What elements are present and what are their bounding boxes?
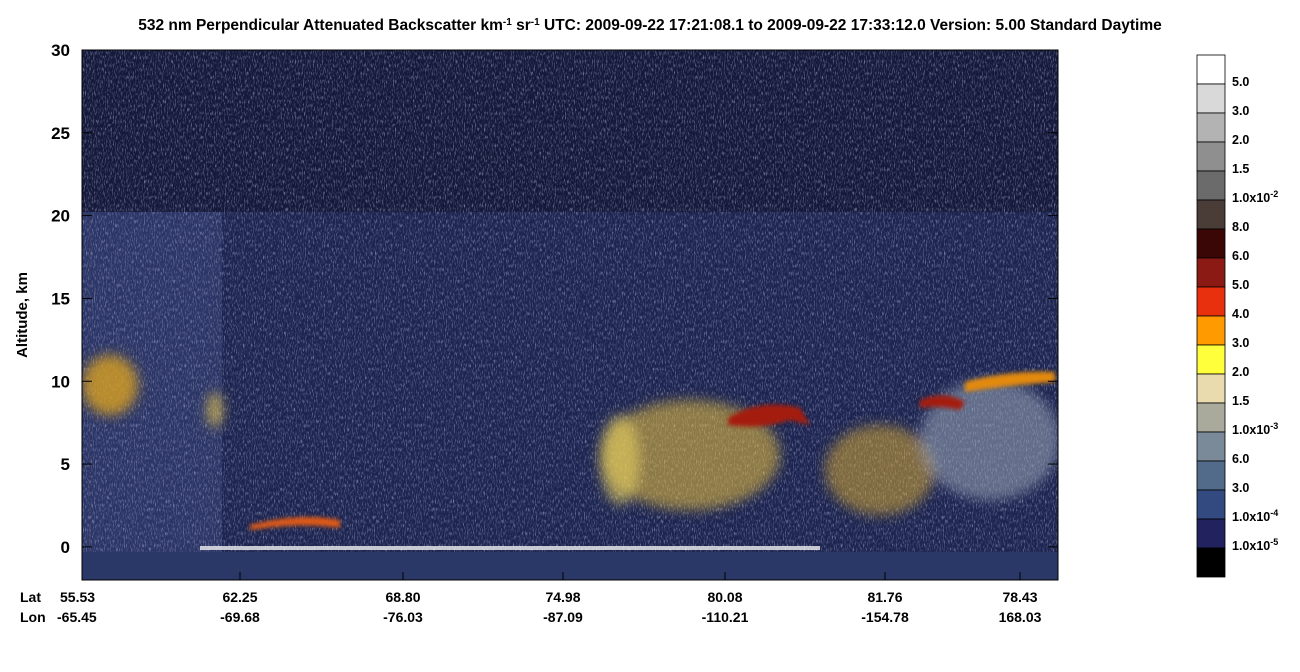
lat-label: 55.53 bbox=[60, 589, 95, 605]
y-tick-label: 5 bbox=[61, 455, 70, 474]
colorbar-label: 1.5 bbox=[1232, 162, 1249, 176]
y-tick-label: 15 bbox=[51, 289, 70, 308]
y-tick-label: 20 bbox=[51, 207, 70, 226]
colorbar-swatch bbox=[1196, 83, 1226, 114]
colorbar-swatch bbox=[1196, 518, 1226, 549]
colorbar-label: 6.0 bbox=[1232, 249, 1249, 263]
colorbar-label: 6.0 bbox=[1232, 452, 1249, 466]
lat-label: 78.43 bbox=[1002, 589, 1037, 605]
colorbar-label: 1.5 bbox=[1232, 394, 1249, 408]
lat-label: 81.76 bbox=[867, 589, 902, 605]
x-row-label: Lon bbox=[20, 609, 46, 625]
colorbar-swatch bbox=[1196, 199, 1226, 230]
colorbar-label-text: 5.0 bbox=[1232, 75, 1249, 89]
colorbar-swatch bbox=[1196, 141, 1226, 172]
lon-label: 168.03 bbox=[999, 609, 1042, 625]
colorbar-label-text: 5.0 bbox=[1232, 278, 1249, 292]
x-row-label: Lat bbox=[20, 589, 41, 605]
y-tick-label: 25 bbox=[51, 124, 70, 143]
lon-label: -65.45 bbox=[57, 609, 97, 625]
colorbar-swatch bbox=[1196, 54, 1226, 85]
colorbar-label-text: 1.0x10 bbox=[1232, 423, 1270, 437]
colorbar-label-text: 1.0x10 bbox=[1232, 539, 1270, 553]
colorbar-swatch bbox=[1196, 257, 1226, 288]
colorbar-swatch bbox=[1196, 286, 1226, 317]
colorbar-label: 5.0 bbox=[1232, 278, 1249, 292]
y-tick-label: 30 bbox=[51, 41, 70, 60]
colorbar-swatch bbox=[1196, 373, 1226, 404]
colorbar-label-text: 1.0x10 bbox=[1232, 510, 1270, 524]
colorbar-label-text: 6.0 bbox=[1232, 452, 1249, 466]
colorbar-label-exponent: -2 bbox=[1270, 189, 1278, 199]
colorbar-label: 1.0x10-3 bbox=[1232, 421, 1278, 437]
colorbar-label-text: 3.0 bbox=[1232, 104, 1249, 118]
colorbar-swatch bbox=[1196, 547, 1226, 578]
lon-label: -76.03 bbox=[383, 609, 423, 625]
colorbar-label-text: 6.0 bbox=[1232, 249, 1249, 263]
colorbar-label-text: 2.0 bbox=[1232, 133, 1249, 147]
colorbar-label: 1.0x10-4 bbox=[1232, 508, 1278, 524]
lon-label: -69.68 bbox=[220, 609, 260, 625]
title-superscript: -1 bbox=[531, 17, 540, 28]
colorbar-label-text: 1.5 bbox=[1232, 394, 1249, 408]
colorbar-label-exponent: -3 bbox=[1270, 421, 1278, 431]
lat-label: 80.08 bbox=[707, 589, 742, 605]
colorbar-swatch bbox=[1196, 315, 1226, 346]
colorbar-label: 3.0 bbox=[1232, 104, 1249, 118]
title-part: 532 nm Perpendicular Attenuated Backscat… bbox=[138, 17, 503, 34]
lon-label: -110.21 bbox=[702, 609, 749, 625]
colorbar-label: 2.0 bbox=[1232, 133, 1249, 147]
plot-frame bbox=[81, 49, 1059, 581]
colorbar-label: 2.0 bbox=[1232, 365, 1249, 379]
colorbar-label-text: 2.0 bbox=[1232, 365, 1249, 379]
backscatter-image bbox=[82, 50, 1058, 580]
colorbar-swatch bbox=[1196, 460, 1226, 491]
colorbar-label: 8.0 bbox=[1232, 220, 1249, 234]
colorbar-label-exponent: -4 bbox=[1270, 508, 1278, 518]
colorbar-swatch bbox=[1196, 489, 1226, 520]
colorbar-swatch bbox=[1196, 431, 1226, 462]
colorbar-label-exponent: -5 bbox=[1270, 537, 1278, 547]
lat-label: 68.80 bbox=[385, 589, 420, 605]
title-superscript: -1 bbox=[503, 17, 512, 28]
chart-title: 532 nm Perpendicular Attenuated Backscat… bbox=[138, 17, 1162, 35]
lon-label: -154.78 bbox=[861, 609, 909, 625]
colorbar-label: 1.0x10-5 bbox=[1232, 537, 1278, 553]
lat-label: 62.25 bbox=[222, 589, 257, 605]
colorbar-label-text: 8.0 bbox=[1232, 220, 1249, 234]
y-axis-label: Altitude, km bbox=[14, 272, 31, 358]
colorbar-swatch bbox=[1196, 170, 1226, 201]
colorbar-label: 3.0 bbox=[1232, 481, 1249, 495]
colorbar-label-text: 1.0x10 bbox=[1232, 191, 1270, 205]
title-part: UTC: 2009-09-22 17:21:08.1 to 2009-09-22… bbox=[540, 17, 1162, 34]
colorbar-label: 4.0 bbox=[1232, 307, 1249, 321]
y-tick-label: 10 bbox=[51, 372, 70, 391]
colorbar-swatch bbox=[1196, 344, 1226, 375]
colorbar-label-text: 3.0 bbox=[1232, 481, 1249, 495]
y-tick-label: 0 bbox=[61, 538, 70, 557]
colorbar-label: 1.0x10-2 bbox=[1232, 189, 1278, 205]
colorbar-label-text: 3.0 bbox=[1232, 336, 1249, 350]
colorbar-swatch bbox=[1196, 112, 1226, 143]
lon-label: -87.09 bbox=[543, 609, 583, 625]
colorbar-label: 3.0 bbox=[1232, 336, 1249, 350]
title-part: sr bbox=[512, 17, 531, 34]
lat-label: 74.98 bbox=[545, 589, 580, 605]
colorbar-swatch bbox=[1196, 402, 1226, 433]
colorbar-label-text: 1.5 bbox=[1232, 162, 1249, 176]
colorbar-label-text: 4.0 bbox=[1232, 307, 1249, 321]
colorbar-swatch bbox=[1196, 228, 1226, 259]
colorbar-label: 5.0 bbox=[1232, 75, 1249, 89]
